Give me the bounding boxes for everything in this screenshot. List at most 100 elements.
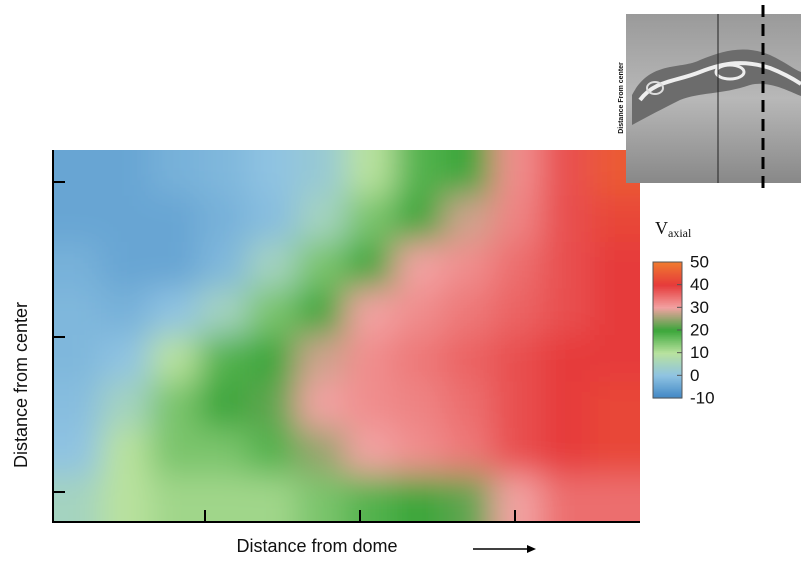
inset-image: [626, 5, 801, 190]
contour-cell: [492, 150, 544, 198]
contour-cell: [394, 428, 446, 477]
contour-cell: [492, 195, 544, 244]
colorbar-segment: [653, 392, 682, 395]
contour-cell: [590, 288, 640, 337]
contour-cell: [394, 335, 446, 384]
contour-cell: [149, 288, 201, 337]
contour-cell: [492, 428, 544, 477]
colorbar-segment: [653, 280, 682, 283]
colorbar-segment: [653, 378, 682, 381]
contour-cell: [247, 242, 299, 291]
contour-cell: [100, 150, 152, 198]
colorbar-segment: [653, 396, 682, 399]
contour-cell: [296, 335, 348, 384]
colorbar-segment: [653, 370, 682, 373]
contour-cell: [149, 428, 201, 477]
contour-cell: [492, 474, 544, 522]
contour-cell: [443, 150, 495, 198]
colorbar-segment: [653, 360, 682, 363]
contour-cell: [394, 242, 446, 291]
contour-cell: [100, 381, 152, 430]
colorbar-segment: [653, 374, 682, 377]
contour-cell: [394, 474, 446, 522]
colorbar-title-subscript: axial: [668, 226, 692, 240]
colorbar-segment: [653, 338, 682, 341]
colorbar-segment: [653, 286, 682, 289]
contour-cell: [198, 335, 250, 384]
contour-cell: [394, 195, 446, 244]
contour-cell: [541, 195, 593, 244]
contour-cell: [100, 195, 152, 244]
contour-cell: [443, 381, 495, 430]
contour-cell: [394, 381, 446, 430]
colorbar-segment: [653, 316, 682, 319]
contour-cell: [590, 474, 640, 522]
contour-cell: [492, 381, 544, 430]
contour-cell: [590, 335, 640, 384]
colorbar-segment: [653, 278, 682, 281]
colorbar-segment: [653, 270, 682, 273]
contour-cell: [541, 335, 593, 384]
contour-cell: [53, 381, 103, 430]
contour-cell: [443, 428, 495, 477]
colorbar-segment: [653, 298, 682, 301]
colorbar-tick-label: 30: [690, 298, 709, 317]
contour-cell: [198, 428, 250, 477]
contour-cell: [541, 381, 593, 430]
colorbar-segment: [653, 334, 682, 337]
contour-cell: [198, 195, 250, 244]
colorbar-segment: [653, 276, 682, 279]
colorbar-segment: [653, 358, 682, 361]
colorbar-segment: [653, 328, 682, 331]
contour-cell: [296, 428, 348, 477]
colorbar-segment: [653, 302, 682, 305]
contour-cell: [590, 428, 640, 477]
colorbar-segment: [653, 292, 682, 295]
contour-cell: [296, 474, 348, 522]
colorbar-segment: [653, 272, 682, 275]
contour-cell: [541, 428, 593, 477]
colorbar-title: Vaxial: [655, 218, 692, 240]
contour-cell: [149, 474, 201, 522]
colorbar-title-base: V: [655, 218, 668, 238]
colorbar-segment: [653, 332, 682, 335]
contour-cell: [492, 288, 544, 337]
contour-cell: [198, 288, 250, 337]
colorbar-segment: [653, 326, 682, 329]
colorbar-tick-label: 50: [690, 252, 709, 271]
contour-cell: [394, 150, 446, 198]
contour-cell: [53, 428, 103, 477]
contour-cell: [100, 474, 152, 522]
colorbar-segment: [653, 266, 682, 269]
colorbar-segment: [653, 306, 682, 309]
contour-cell: [541, 242, 593, 291]
axes: [52, 150, 640, 523]
contour-cell: [394, 288, 446, 337]
contour-cell: [53, 195, 103, 244]
contour-cell: [443, 242, 495, 291]
contour-cell: [100, 288, 152, 337]
colorbar-segment: [653, 356, 682, 359]
contour-cell: [198, 474, 250, 522]
colorbar-segment: [653, 364, 682, 367]
contour-cell: [590, 195, 640, 244]
colorbar-segment: [653, 320, 682, 323]
contour-cell: [100, 242, 152, 291]
contour-cell: [296, 288, 348, 337]
colorbar-segment: [653, 284, 682, 287]
contour-cell: [443, 195, 495, 244]
contour-cell: [247, 150, 299, 198]
contour-cell: [541, 150, 593, 198]
colorbar-segment: [653, 312, 682, 315]
contour-cell: [443, 288, 495, 337]
colorbar-segment: [653, 368, 682, 371]
contour-cell: [149, 381, 201, 430]
colorbar-segment: [653, 330, 682, 333]
colorbar-segment: [653, 282, 682, 285]
colorbar-segment: [653, 300, 682, 303]
contour-cell: [345, 288, 397, 337]
colorbar-segment: [653, 352, 682, 355]
colorbar-segment: [653, 354, 682, 357]
contour-cell: [247, 335, 299, 384]
contour-cell: [590, 242, 640, 291]
